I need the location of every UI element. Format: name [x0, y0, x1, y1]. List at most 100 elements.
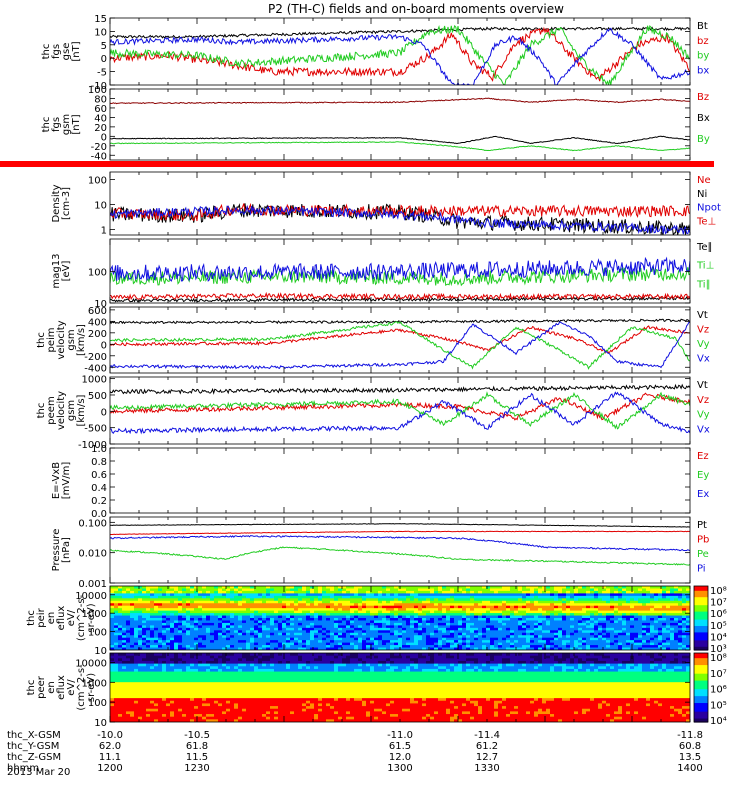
- series-Bt: [110, 26, 690, 39]
- legend-Te∥: Te∥: [696, 242, 713, 253]
- y-axis-label: mag13: [51, 254, 62, 289]
- y-tick-label: 100: [88, 176, 107, 187]
- legend-Vt: Vt: [697, 310, 708, 321]
- colorbar-tick: 10⁶: [710, 609, 727, 620]
- legend-bz: bz: [697, 36, 709, 47]
- y-axis-label: [km/s]: [76, 394, 87, 426]
- y-tick-label: 10: [94, 646, 107, 657]
- panel-density: 100 10 1 Density [cm-3] Ne Ni Npot Te⊥: [51, 171, 721, 236]
- y-tick-label: 100: [88, 628, 107, 639]
- legend-Ex: Ex: [697, 489, 709, 500]
- ephemeris-value: 11.1: [99, 752, 121, 763]
- colorbar-tick: 10⁷: [710, 669, 727, 680]
- panel-frame: [109, 88, 691, 161]
- y-axis-label: eflux: [56, 675, 67, 700]
- legend-Pt: Pt: [697, 520, 707, 531]
- y-tick-label: 0: [101, 54, 107, 65]
- ephemeris-row-label: hhmm: [7, 763, 39, 774]
- legend-Bz: Bz: [697, 92, 709, 103]
- y-tick-label: 0: [101, 132, 107, 143]
- spectrogram-peer_spectrogram: [110, 653, 690, 722]
- panel-peem_velocity: 1000 500 0 -500 -1000 thc peem velocity gsm [km/s…: [36, 375, 710, 451]
- colorbar-tick: 10⁶: [710, 685, 727, 696]
- spectrogram-peir_spectrogram: [110, 586, 690, 650]
- ephemeris-value: 1230: [184, 763, 209, 774]
- panel-frame: [109, 516, 691, 584]
- legend-Vy: Vy: [697, 339, 710, 350]
- ephemeris-row-label: thc_X-GSM: [7, 730, 61, 741]
- y-axis-label: thc: [41, 117, 52, 133]
- panel-frame: [109, 447, 691, 514]
- y-axis-label: eV/: [66, 679, 77, 696]
- colorbar-tick: 10⁸: [710, 586, 727, 597]
- y-tick-label: 0.6: [91, 470, 107, 481]
- y-tick-label: 40: [94, 113, 107, 124]
- y-axis-label: en: [46, 681, 57, 694]
- y-tick-label: 1000: [82, 609, 107, 620]
- y-axis-label: Pressure: [51, 529, 62, 572]
- y-tick-label: 1000: [82, 375, 107, 386]
- y-axis-label: velocity: [56, 391, 67, 430]
- y-axis-label: peim: [46, 327, 57, 352]
- y-tick-label: 1000: [82, 678, 107, 689]
- y-tick-label: 100: [88, 85, 107, 96]
- ephemeris-value: 12.0: [389, 752, 411, 763]
- y-axis-label: thc: [26, 680, 37, 696]
- y-tick-label: 200: [88, 329, 107, 340]
- red-separator: [0, 161, 714, 167]
- y-axis-label: gsm: [66, 400, 77, 421]
- ephemeris-value: 60.8: [679, 741, 701, 752]
- y-tick-label: 5: [101, 41, 107, 52]
- y-tick-label: 60: [94, 104, 107, 115]
- y-axis-label: thc: [41, 44, 52, 60]
- y-axis-label: gsm: [61, 114, 72, 135]
- legend-By: By: [697, 134, 710, 145]
- y-tick-label: 10000: [75, 591, 107, 602]
- y-tick-label: 0.010: [78, 549, 107, 560]
- series-bz: [110, 26, 690, 82]
- date-label: 2013 Mar 20: [7, 767, 70, 778]
- series-Vx: [110, 391, 690, 435]
- colorbar-tick: 10³: [710, 644, 727, 655]
- y-axis-label: peir: [36, 607, 47, 627]
- ephemeris-value: 1330: [474, 763, 499, 774]
- y-tick-label: -200: [84, 352, 107, 363]
- colorbar-tick: 10⁵: [710, 700, 727, 711]
- series-Pt: [110, 523, 690, 528]
- series-Vz: [110, 325, 690, 354]
- y-axis-label: (cm^2-s-: [76, 664, 87, 711]
- panel-pressure: 0.100 0.010 0.001 Pressure [nPa] Pt Pb Pe Pi: [51, 516, 709, 590]
- legend-Pi: Pi: [697, 564, 706, 575]
- legend-Vx: Vx: [697, 424, 710, 435]
- y-tick-label: -1000: [78, 440, 107, 451]
- y-axis-label: [nPa]: [61, 537, 72, 563]
- legend-Ti∥: Ti∥: [696, 279, 711, 290]
- ephemeris-row-label: thc_Y-GSM: [7, 741, 59, 752]
- series-Te∥: [110, 296, 690, 303]
- y-axis-label: sr-eV): [86, 603, 97, 632]
- series-By: [110, 141, 690, 152]
- ephemeris-value: 13.5: [679, 752, 701, 763]
- y-tick-label: 0.8: [91, 457, 107, 468]
- series-Vt: [110, 383, 690, 395]
- y-tick-label: 500: [88, 391, 107, 402]
- y-axis-label: (cm^2-s-: [76, 594, 87, 641]
- series-Pi: [110, 535, 690, 552]
- panel-frame: [109, 306, 691, 374]
- y-axis-label: gse: [61, 43, 72, 61]
- y-axis-label: peer: [36, 675, 47, 699]
- ephemeris-value: 61.2: [476, 741, 498, 752]
- legend-Pb: Pb: [697, 535, 709, 546]
- y-tick-label: 0: [101, 340, 107, 351]
- y-axis-label: en: [46, 612, 57, 625]
- series-Npot: [110, 204, 690, 235]
- y-tick-label: 10: [94, 200, 107, 211]
- y-tick-label: 10: [94, 299, 107, 310]
- panel-efield: 1.0 0.8 0.6 0.4 0.2 0.0 E=-VxB [mV/m] Ez Ey Ex: [51, 444, 709, 520]
